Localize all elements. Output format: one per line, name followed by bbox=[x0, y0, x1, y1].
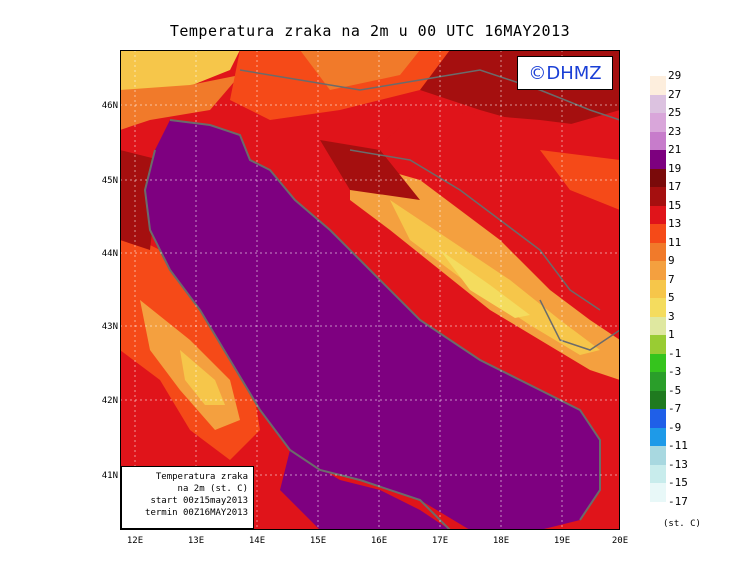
legend-label: -17 bbox=[668, 494, 688, 508]
lon-tick-16e: 16E bbox=[370, 536, 388, 546]
lat-tick-46n: 46N bbox=[101, 101, 118, 111]
legend-swatch bbox=[650, 298, 666, 317]
coastline-west bbox=[143, 149, 451, 530]
legend-label: 15 bbox=[668, 198, 682, 212]
cool-zone-nw bbox=[120, 50, 240, 100]
legend-label: 11 bbox=[668, 235, 682, 249]
legend-label: 3 bbox=[668, 309, 675, 323]
legend-label: 9 bbox=[668, 254, 675, 267]
legend-swatch bbox=[650, 76, 666, 95]
border-bih bbox=[349, 149, 601, 311]
legend-label: -13 bbox=[668, 457, 688, 471]
legend-label: -3 bbox=[668, 365, 682, 378]
coastline-east bbox=[169, 119, 601, 521]
legend-label: -7 bbox=[668, 402, 682, 415]
legend-swatch bbox=[650, 242, 666, 262]
legend-swatch bbox=[650, 372, 666, 391]
legend-label: 13 bbox=[668, 217, 682, 230]
lat-tick-44n: 44N bbox=[101, 249, 118, 259]
coast-margin-north bbox=[320, 140, 420, 200]
legend-swatch bbox=[650, 168, 666, 188]
dhmz-badge: ©DHMZ bbox=[517, 56, 613, 90]
legend-label: -5 bbox=[668, 383, 682, 397]
legend-swatch bbox=[650, 464, 666, 484]
legend-label: 23 bbox=[668, 124, 682, 138]
legend-swatch bbox=[650, 316, 666, 336]
zone-pannonian bbox=[380, 110, 620, 220]
zone-north-inner bbox=[300, 50, 420, 90]
legend-swatch bbox=[650, 187, 666, 206]
legend-swatch bbox=[650, 113, 666, 132]
zone-apennine-peak bbox=[180, 350, 225, 405]
legend-swatch bbox=[650, 150, 666, 169]
legend-units: (st. C) bbox=[663, 519, 701, 529]
lon-tick-18e: 18E bbox=[492, 536, 510, 546]
lat-tick-41n: 41N bbox=[101, 471, 118, 481]
temperature-map bbox=[120, 50, 620, 530]
legend-label: 7 bbox=[668, 272, 675, 286]
lat-tick-42n: 42N bbox=[101, 396, 118, 406]
legend-label: -11 bbox=[668, 439, 688, 452]
info-box: Temperatura zraka na 2m (st. C) start 00… bbox=[121, 466, 254, 529]
legend-swatch bbox=[650, 390, 666, 410]
legend-label: 21 bbox=[668, 143, 682, 156]
warm-zone-nw bbox=[120, 75, 240, 130]
map-frame bbox=[120, 50, 620, 530]
legend-label: -1 bbox=[668, 346, 682, 360]
info-line-3: start 00z15may2013 bbox=[150, 496, 248, 506]
lon-tick-13e: 13E bbox=[187, 536, 205, 546]
lon-tick-15e: 15E bbox=[309, 536, 327, 546]
adriatic-sea bbox=[145, 120, 600, 530]
legend-label: 1 bbox=[668, 328, 675, 341]
legend-swatch bbox=[650, 335, 666, 354]
info-line-1: Temperatura zraka bbox=[155, 472, 248, 482]
legend-swatch bbox=[650, 427, 666, 447]
legend-swatch bbox=[650, 131, 666, 151]
legend-label: 29 bbox=[668, 69, 682, 82]
lat-tick-43n: 43N bbox=[101, 322, 118, 332]
lon-tick-20e: 20E bbox=[611, 536, 629, 546]
legend-swatch bbox=[650, 94, 666, 114]
legend-swatch bbox=[650, 279, 666, 299]
map-canvas bbox=[120, 50, 620, 530]
legend-swatch bbox=[650, 353, 666, 373]
legend-swatch bbox=[650, 205, 666, 225]
info-line-4: termin 00Z16MAY2013 bbox=[145, 508, 248, 518]
graticule bbox=[120, 50, 620, 530]
legend-label: 5 bbox=[668, 291, 675, 304]
lon-tick-14e: 14E bbox=[248, 536, 266, 546]
legend-label: -9 bbox=[668, 420, 682, 434]
legend-swatch bbox=[650, 409, 666, 428]
legend-label: 25 bbox=[668, 106, 682, 119]
lon-tick-12e: 12E bbox=[126, 536, 144, 546]
legend-label: 19 bbox=[668, 161, 682, 175]
legend-swatch bbox=[650, 501, 666, 521]
legend-label: -15 bbox=[668, 476, 688, 489]
legend-swatch bbox=[650, 483, 666, 502]
legend-swatch bbox=[650, 446, 666, 465]
border-north bbox=[239, 69, 620, 121]
lat-tick-45n: 45N bbox=[101, 176, 118, 186]
zone-dinaric-peak bbox=[440, 250, 530, 318]
border-montenegro bbox=[539, 299, 620, 351]
legend-label: 27 bbox=[668, 87, 682, 101]
info-line-2: na 2m (st. C) bbox=[177, 484, 248, 494]
lon-tick-19e: 19E bbox=[553, 536, 571, 546]
legend-swatch bbox=[650, 261, 666, 280]
legend-swatch bbox=[650, 224, 666, 243]
map-title: Temperatura zraka na 2m u 00 UTC 16MAY20… bbox=[169, 22, 571, 40]
legend-label: 17 bbox=[668, 180, 682, 193]
lon-tick-17e: 17E bbox=[431, 536, 449, 546]
